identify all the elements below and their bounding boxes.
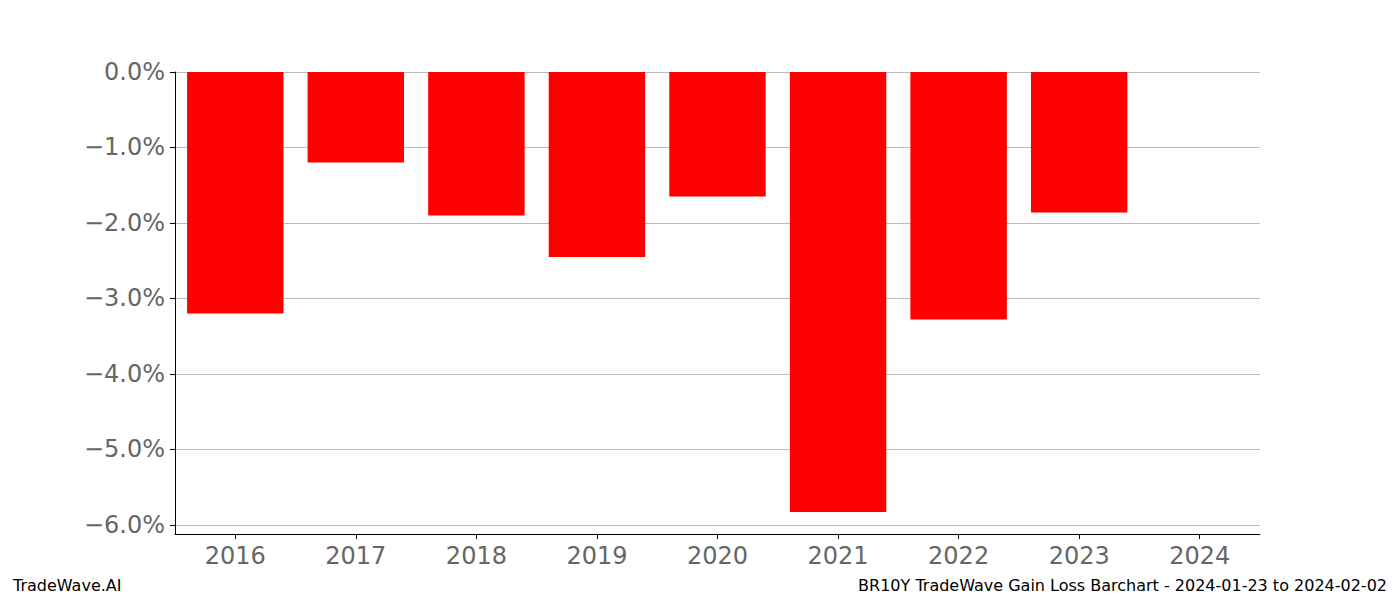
svg-text:2018: 2018 [446,542,507,570]
svg-text:−6.0%: −6.0% [84,511,165,539]
svg-text:2020: 2020 [687,542,748,570]
svg-text:−3.0%: −3.0% [84,284,165,312]
svg-text:−4.0%: −4.0% [84,360,165,388]
svg-text:−2.0%: −2.0% [84,209,165,237]
svg-text:2022: 2022 [928,542,989,570]
svg-text:TradeWave.AI: TradeWave.AI [12,576,121,595]
svg-text:2021: 2021 [808,542,869,570]
svg-text:2023: 2023 [1049,542,1110,570]
svg-text:0.0%: 0.0% [104,58,165,86]
svg-text:2019: 2019 [566,542,627,570]
svg-text:2017: 2017 [325,542,386,570]
svg-text:2016: 2016 [205,542,266,570]
svg-text:−1.0%: −1.0% [84,133,165,161]
svg-text:2024: 2024 [1169,542,1230,570]
svg-text:BR10Y TradeWave Gain Loss Barc: BR10Y TradeWave Gain Loss Barchart - 202… [858,576,1387,595]
svg-text:−5.0%: −5.0% [84,435,165,463]
